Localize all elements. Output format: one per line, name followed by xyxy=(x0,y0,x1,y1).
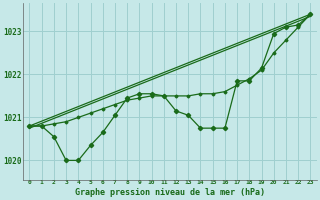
X-axis label: Graphe pression niveau de la mer (hPa): Graphe pression niveau de la mer (hPa) xyxy=(75,188,265,197)
